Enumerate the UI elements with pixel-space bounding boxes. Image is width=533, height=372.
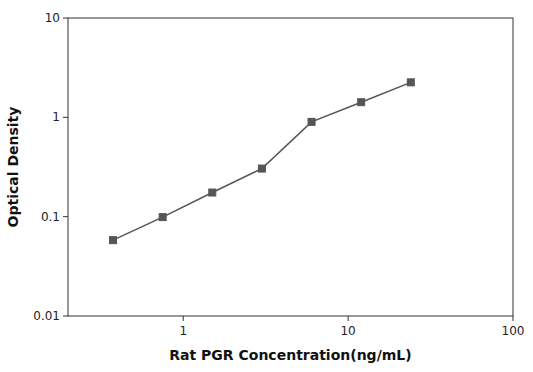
x-tick — [513, 316, 514, 321]
data-point — [308, 118, 315, 125]
y-tick-label: 1 — [52, 110, 60, 124]
data-point — [358, 99, 365, 106]
plot-area — [110, 79, 415, 244]
y-tick — [63, 117, 68, 118]
data-line — [113, 82, 411, 240]
x-tick — [348, 316, 349, 321]
y-tick-label: 0.01 — [33, 309, 60, 323]
x-tick-label: 10 — [340, 324, 355, 338]
y-tick — [63, 316, 68, 317]
data-point — [110, 237, 117, 244]
data-point — [159, 214, 166, 221]
plot-frame — [68, 18, 513, 316]
x-tick-label: 1 — [179, 324, 187, 338]
y-tick-label: 10 — [45, 11, 60, 25]
x-tick — [183, 316, 184, 321]
data-point — [209, 189, 216, 196]
data-point — [407, 79, 414, 86]
chart: 1 10 100 0.01 0.1 1 10 Rat PGR Concentration(ng… — [0, 0, 533, 372]
x-tick-label: 100 — [502, 324, 525, 338]
data-point — [258, 165, 265, 172]
y-tick — [63, 18, 68, 19]
y-axis-label: Optical Density — [5, 107, 21, 228]
x-axis-label: Rat PGR Concentration(ng/mL) — [169, 347, 411, 363]
y-tick-label: 0.1 — [41, 210, 60, 224]
y-tick — [63, 216, 68, 217]
